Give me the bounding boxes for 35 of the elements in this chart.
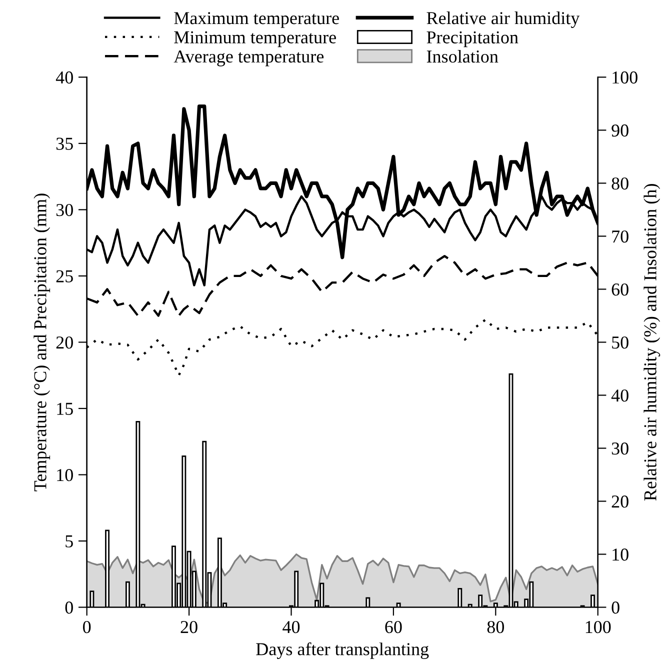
x-tick-label: 20 <box>180 620 198 634</box>
y2-tick-label: 40 <box>611 389 628 402</box>
x-tick-label: 60 <box>385 620 402 634</box>
x-tick-label: 80 <box>487 620 504 634</box>
y2-tick-label: 100 <box>612 71 638 84</box>
y-axis-title: Temperature (°C) and Precipitation (mm) <box>34 194 50 492</box>
x-tick-label: 100 <box>586 620 611 634</box>
legend-label: Minimum temperature <box>174 31 336 48</box>
y-tick-label: 5 <box>66 535 73 548</box>
y-tick-label: 20 <box>56 336 73 349</box>
legend-label: Insolation <box>426 50 498 63</box>
x-axis-title: Days after transplanting <box>256 642 429 659</box>
y2-tick-label: 0 <box>612 602 620 614</box>
y-tick-label: 25 <box>56 270 73 282</box>
y2-tick-label: 60 <box>612 283 628 296</box>
y2-tick-label: 10 <box>612 548 628 561</box>
y2-tick-label: 30 <box>612 442 628 455</box>
legend-label: Precipitation <box>426 31 518 48</box>
legend-label: Relative air humidity <box>426 12 580 28</box>
y-tick-label: 0 <box>65 602 73 614</box>
y-tick-label: 30 <box>56 204 73 216</box>
legend-label: Maximum temperature <box>174 12 339 28</box>
y2-tick-label: 50 <box>612 336 628 349</box>
y-tick-label: 15 <box>57 402 73 415</box>
y-tick-label: 35 <box>56 138 73 150</box>
legend-label: Average temperature <box>174 50 324 66</box>
x-tick-label: 40 <box>282 620 300 634</box>
y2-axis-title: Relative air humidity (%) and Insolation (h) <box>644 184 660 501</box>
y-tick-label: 10 <box>57 468 73 482</box>
y-tick-label: 40 <box>56 71 73 84</box>
y2-tick-label: 80 <box>612 177 628 190</box>
y2-tick-label: 20 <box>612 495 628 508</box>
y2-tick-label: 70 <box>612 230 628 243</box>
y2-tick-label: 90 <box>612 124 628 137</box>
x-tick-label: 0 <box>83 620 91 634</box>
